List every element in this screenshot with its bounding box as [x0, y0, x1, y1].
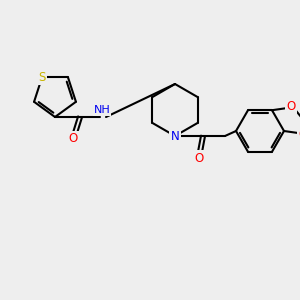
Text: O: O [194, 152, 204, 164]
Text: NH: NH [94, 105, 110, 115]
Text: O: O [298, 128, 300, 142]
Text: N: N [171, 130, 179, 142]
Text: O: O [68, 133, 78, 146]
Text: S: S [38, 71, 46, 84]
Text: O: O [286, 100, 296, 113]
